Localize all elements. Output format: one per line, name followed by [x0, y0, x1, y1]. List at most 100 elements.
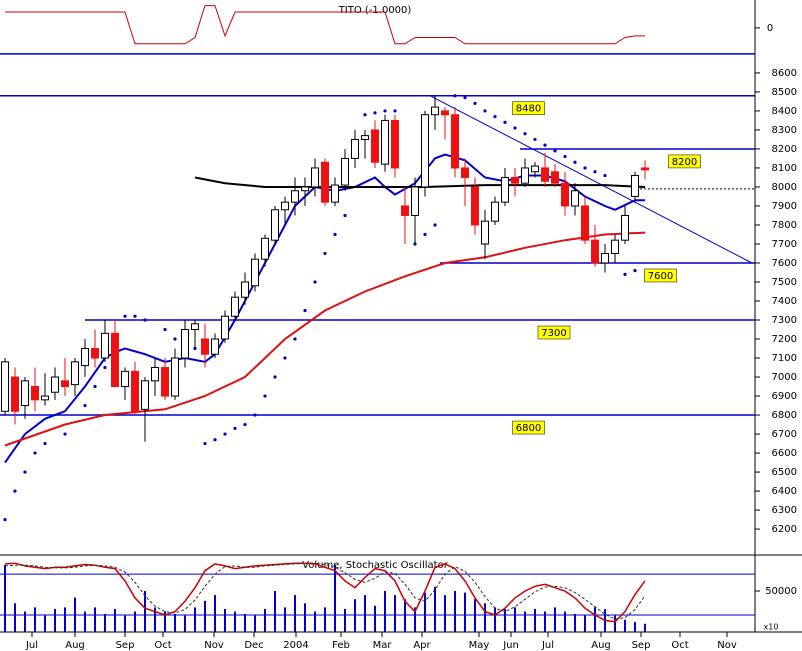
sar-dot	[63, 432, 67, 436]
sar-dot	[553, 149, 557, 153]
volume-bar	[304, 603, 306, 632]
candle-body	[311, 167, 319, 188]
level-box	[512, 420, 545, 435]
candle-body	[391, 119, 399, 169]
candle-body	[591, 239, 599, 264]
volume-bar	[524, 611, 526, 632]
volume-bar	[554, 607, 556, 632]
level-label: 6800	[516, 423, 541, 434]
candle-body	[191, 323, 199, 331]
y-tick-label: 6700	[772, 429, 797, 440]
candle-body	[301, 186, 309, 192]
y-tick-label: 7600	[772, 258, 797, 269]
volume-bar	[94, 607, 96, 632]
oscillator-line	[4, 562, 646, 620]
y-tick-label: 6200	[772, 524, 797, 535]
sar-dot	[43, 441, 47, 446]
sar-dot	[173, 337, 177, 341]
sar-dot	[233, 426, 237, 430]
sar-dot	[533, 137, 537, 142]
x-tick-label: Mar	[373, 640, 393, 651]
volume-bar	[514, 607, 516, 632]
level-label: 8480	[516, 104, 541, 115]
volume-bar	[394, 595, 396, 632]
sar-dot	[253, 413, 257, 417]
candle-body	[421, 114, 429, 188]
volume-bar	[64, 607, 66, 632]
volume-bar	[354, 599, 356, 632]
volume-bar	[114, 609, 116, 632]
sar-dot	[23, 470, 27, 474]
volume-bar	[154, 607, 156, 632]
y-tick-label: 7700	[772, 239, 797, 250]
sar-dot	[483, 109, 487, 113]
sar-dot	[33, 451, 37, 455]
candle-body	[51, 376, 59, 393]
y-tick-label: 8400	[772, 106, 797, 117]
sar-dot	[293, 337, 297, 341]
sar-dot	[123, 314, 127, 318]
y-tick-label: 50000	[765, 586, 797, 597]
volume-bar	[624, 619, 626, 632]
sar-dot	[383, 109, 387, 113]
volume-bar	[424, 592, 426, 632]
volume-bar	[194, 607, 196, 632]
x-tick-label: Oct	[671, 640, 688, 651]
volume-bar	[544, 611, 546, 632]
y-tick-label: 0	[767, 23, 773, 34]
sar-dot	[423, 232, 427, 237]
sar-dot	[583, 166, 587, 170]
sar-dot	[223, 432, 227, 436]
level-box	[537, 325, 571, 340]
indicator-title: TITO (-1.0000)	[338, 5, 412, 16]
y-tick-label: 8600	[772, 68, 797, 79]
sar-dot	[473, 101, 477, 105]
y-tick-label: 6800	[772, 410, 797, 421]
candle-body	[601, 252, 609, 264]
candle-body	[501, 176, 509, 203]
candle-body	[531, 165, 539, 173]
candle-body	[451, 114, 459, 169]
candle-body	[151, 367, 159, 382]
sar-dot	[513, 126, 517, 130]
volume-bar	[24, 611, 26, 632]
candle-body	[101, 332, 109, 359]
y-tick-label: 7400	[772, 296, 797, 307]
candle-body	[171, 357, 179, 397]
y-tick-label: 7300	[772, 315, 797, 326]
volume-bar	[324, 607, 326, 632]
y-tick-label: 6300	[772, 505, 797, 516]
candle-body	[241, 281, 249, 298]
y-tick-label: 6600	[772, 448, 797, 459]
sar-dot	[103, 365, 107, 370]
x-tick-label: Sep	[632, 640, 651, 651]
trendline	[429, 95, 753, 264]
candle-body	[351, 138, 359, 159]
x-tick-label: May	[469, 640, 490, 651]
x-tick-label: Jul	[541, 640, 554, 651]
indicator-line	[5, 5, 645, 45]
sar-dot	[243, 422, 247, 427]
candle-body	[571, 190, 579, 207]
volume-bar	[124, 615, 126, 632]
x-tick-label: 2004	[283, 640, 308, 651]
candle-body	[41, 395, 49, 401]
sar-dot	[333, 232, 337, 237]
candle-body	[181, 329, 189, 359]
candle-body	[61, 380, 69, 388]
sar-dot	[573, 160, 577, 164]
volume-bar	[264, 609, 266, 632]
candle-body	[381, 119, 389, 165]
y-tick-label: 7000	[772, 372, 797, 383]
candle-body	[411, 186, 419, 216]
volume-unit: x10	[764, 623, 779, 632]
volume-bar	[134, 611, 136, 632]
x-tick-label: Aug	[591, 640, 611, 651]
volume-bar	[244, 613, 246, 632]
candle-body	[91, 348, 99, 359]
volume-bar	[564, 611, 566, 632]
x-tick-label: Feb	[332, 640, 350, 651]
volume-bar	[504, 609, 506, 632]
candle-body	[511, 176, 519, 184]
